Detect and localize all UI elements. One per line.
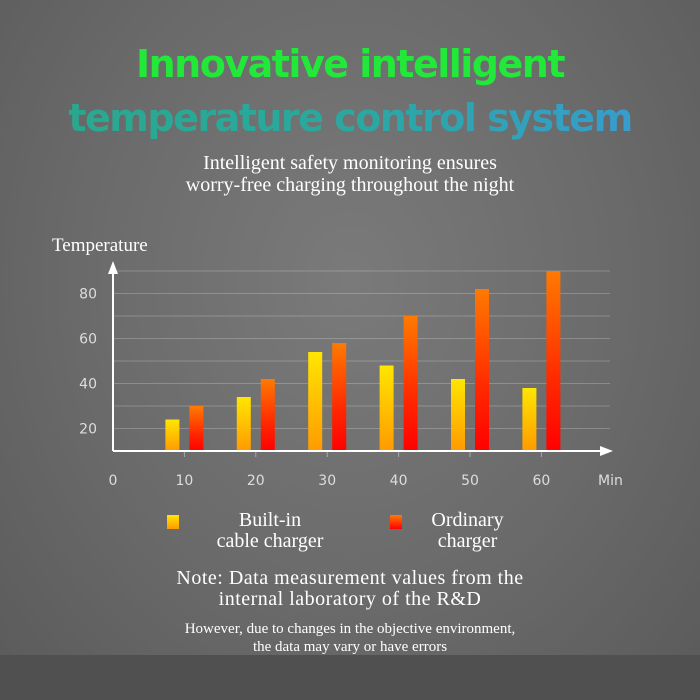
x-tick-label: 50 bbox=[461, 473, 479, 489]
x-axis-label: Min bbox=[598, 473, 623, 489]
bar-built-in bbox=[165, 419, 180, 451]
x-tick-label: 30 bbox=[318, 473, 336, 489]
legend-swatch-ordinary bbox=[390, 515, 402, 529]
y-tick-label: 80 bbox=[79, 287, 97, 303]
legend-built-in: Built-in cable charger bbox=[185, 510, 355, 552]
bar-ordinary bbox=[189, 406, 204, 451]
legend-label: charger bbox=[437, 530, 498, 552]
disclaimer-line-1: However, due to changes in the objective… bbox=[184, 621, 516, 637]
bar-built-in bbox=[379, 365, 394, 451]
bar-ordinary bbox=[260, 379, 275, 451]
bar-built-in bbox=[236, 397, 251, 451]
legend-label: Ordinary bbox=[431, 509, 504, 531]
note-line-2: internal laboratory of the R&D bbox=[218, 588, 482, 610]
title-line-2: temperature control system bbox=[0, 96, 700, 140]
legend-label: cable charger bbox=[216, 530, 324, 552]
y-axis-arrow-icon bbox=[108, 261, 118, 274]
legend-ordinary: Ordinary charger bbox=[405, 510, 530, 552]
subtitle-line-2: worry-free charging throughout the night bbox=[185, 174, 515, 196]
bar-ordinary bbox=[403, 316, 418, 451]
x-origin-label: 0 bbox=[109, 473, 118, 489]
x-tick-label: 40 bbox=[390, 473, 408, 489]
y-tick-label: 60 bbox=[79, 332, 97, 348]
x-tick-label: 20 bbox=[247, 473, 265, 489]
bar-ordinary bbox=[332, 343, 347, 451]
y-tick-label: 40 bbox=[79, 377, 97, 393]
note: Note: Data measurement values from the i… bbox=[0, 568, 700, 610]
legend-swatch-built-in bbox=[167, 515, 179, 529]
x-axis-arrow-icon bbox=[600, 446, 613, 456]
title-line-1: Innovative intelligent bbox=[135, 42, 566, 86]
bar-built-in bbox=[522, 388, 537, 451]
note-line-1: Note: Data measurement values from the bbox=[176, 567, 524, 589]
legend-label: Built-in bbox=[238, 509, 302, 531]
subtitle-line-1: Intelligent safety monitoring ensures bbox=[203, 152, 497, 174]
y-axis-label: Temperature bbox=[52, 235, 148, 256]
bar-built-in bbox=[451, 379, 465, 451]
subtitle: Intelligent safety monitoring ensures wo… bbox=[0, 152, 700, 196]
disclaimer: However, due to changes in the objective… bbox=[0, 620, 700, 656]
x-tick-label: 60 bbox=[532, 473, 550, 489]
y-tick-label: 20 bbox=[79, 422, 97, 438]
x-tick-label: 10 bbox=[175, 473, 193, 489]
bar-built-in bbox=[308, 352, 323, 451]
bar-ordinary bbox=[475, 289, 489, 451]
disclaimer-line-2: the data may vary or have errors bbox=[252, 639, 448, 655]
bar-ordinary bbox=[546, 271, 561, 451]
bottom-band bbox=[0, 655, 700, 700]
